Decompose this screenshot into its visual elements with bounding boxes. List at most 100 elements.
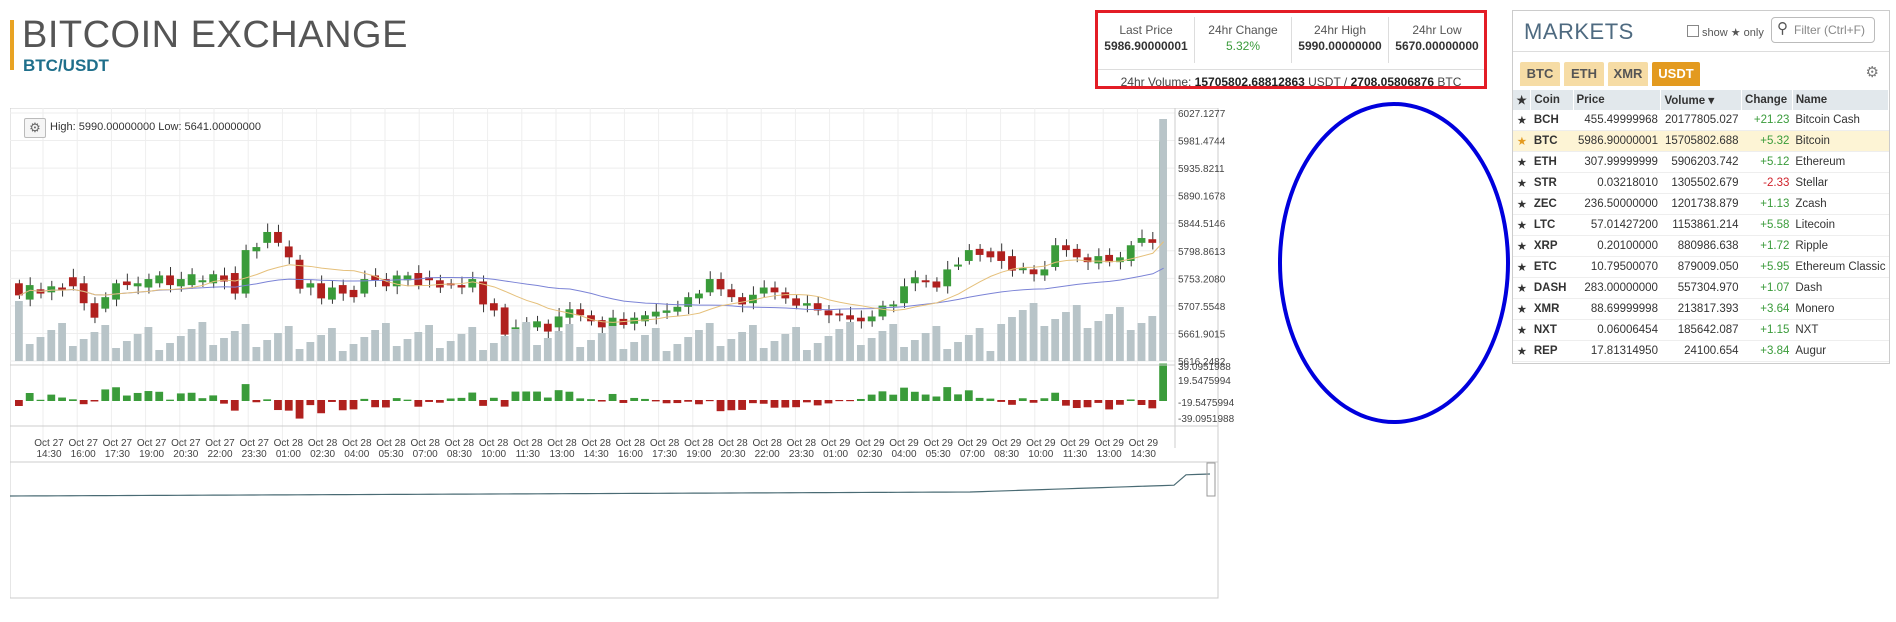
star-icon[interactable]: ★ <box>1513 172 1531 194</box>
star-icon[interactable]: ★ <box>1513 193 1531 215</box>
star-icon[interactable]: ★ <box>1513 214 1531 236</box>
macd-bar <box>252 400 261 403</box>
market-row[interactable]: ★ ETC 10.79500070 879009.050 +5.95 Ethereum C… <box>1513 256 1889 278</box>
ticker-stats-box: Last Price 5986.90000001 24hr Change 5.3… <box>1095 10 1487 89</box>
macd-bar <box>662 400 671 404</box>
macd-bar <box>630 397 639 401</box>
volume-bar <box>479 350 487 361</box>
candle-body <box>1051 245 1060 267</box>
coin-volume: 185642.087 <box>1660 319 1742 341</box>
coin-name: NXT <box>1792 319 1889 341</box>
time-tick-date: Oct 27 <box>103 438 133 449</box>
col-change[interactable]: Change <box>1741 90 1793 110</box>
market-row[interactable]: ★ REP 17.81314950 24100.654 +3.84 Augur <box>1513 340 1889 362</box>
macd-bar <box>1105 400 1114 410</box>
macd-bar <box>856 398 865 401</box>
market-row[interactable]: ★ ZEC 236.50000000 1201738.879 +1.13 Zcash <box>1513 193 1889 215</box>
candle-body <box>112 283 120 300</box>
volume-bar <box>1040 326 1049 361</box>
macd-bar <box>15 400 23 406</box>
time-tick-time: 05:30 <box>378 449 403 460</box>
star-icon[interactable]: ★ <box>1513 130 1531 152</box>
star-icon[interactable]: ★ <box>1513 110 1531 131</box>
market-row[interactable]: ★ XRP 0.20100000 880986.638 +1.72 Ripple <box>1513 235 1889 257</box>
time-tick-date: Oct 28 <box>376 438 406 449</box>
star-icon[interactable]: ★ <box>1513 151 1531 173</box>
star-icon[interactable]: ★ <box>1513 298 1531 320</box>
candle-body <box>338 285 347 294</box>
candle-body <box>543 323 552 332</box>
macd-bar <box>328 400 336 402</box>
time-tick-date: Oct 28 <box>479 438 509 449</box>
time-tick-time: 01:00 <box>276 449 301 460</box>
volume-bar <box>781 334 790 361</box>
macd-bar <box>975 397 984 401</box>
volume-bar <box>997 324 1006 361</box>
time-tick-time: 10:00 <box>481 449 506 460</box>
star-icon[interactable]: ★ <box>1513 319 1531 341</box>
market-row[interactable]: ★ NXT 0.06006454 185642.087 +1.15 NXT <box>1513 319 1889 341</box>
gear-icon[interactable]: ⚙ <box>1865 64 1879 81</box>
market-row[interactable]: ★ XMR 88.69999998 213817.393 +3.64 Monero <box>1513 298 1889 320</box>
market-row[interactable]: ★ STR 0.03218010 1305502.679 -2.33 Stellar <box>1513 172 1889 194</box>
market-row[interactable]: ★ ETH 307.99999999 5906203.742 +5.12 Ethereum <box>1513 151 1889 173</box>
stat-label: 24hr Low <box>1412 23 1462 37</box>
price-chart-panel[interactable]: 6027.1277 5981.4744 5935.8211 5890.1678 5844… <box>10 108 1485 608</box>
col-name[interactable]: Name <box>1792 90 1890 110</box>
price-chart[interactable]: 6027.1277 5981.4744 5935.8211 5890.1678 5844… <box>10 108 1485 608</box>
candle-body <box>878 305 887 317</box>
star-icon[interactable]: ★ <box>1513 256 1531 278</box>
volume-bar <box>187 329 196 361</box>
time-tick-date: Oct 28 <box>787 438 817 449</box>
volume-bar <box>651 328 660 361</box>
col-price[interactable]: Price <box>1573 90 1662 110</box>
volume-usdt: 15705802.68812863 <box>1194 75 1305 89</box>
gear-icon[interactable]: ⚙ <box>24 118 46 138</box>
macd-bar <box>209 395 218 401</box>
stat-value: 5986.90000001 <box>1104 39 1188 53</box>
macd-bar <box>1116 400 1124 405</box>
price-tick-label: 5753.2080 <box>1178 274 1226 285</box>
tab-xmr[interactable]: XMR <box>1608 62 1648 86</box>
stat-value: 5990.00000000 <box>1298 39 1382 53</box>
candle-body <box>403 275 412 281</box>
time-tick-date: Oct 29 <box>958 438 988 449</box>
volume-bar <box>889 324 898 361</box>
star-icon[interactable]: ★ <box>1513 340 1531 362</box>
stat-label: 24hr High <box>1313 23 1367 37</box>
market-row[interactable]: ★ DASH 283.00000000 557304.970 +1.07 Dash <box>1513 277 1889 299</box>
star-icon[interactable]: ★ <box>1513 235 1531 257</box>
checkbox-icon[interactable] <box>1687 25 1699 37</box>
market-row[interactable]: ★ LTC 57.01427200 1153861.214 +5.58 Litecoin <box>1513 214 1889 236</box>
volume-bar <box>608 326 617 361</box>
volume-bar <box>1083 328 1092 361</box>
volume-bar <box>630 342 639 361</box>
col-star[interactable]: ★ <box>1513 90 1532 110</box>
candle-body <box>479 281 487 305</box>
tab-usdt[interactable]: USDT <box>1652 62 1700 86</box>
market-row[interactable]: ★ BCH 455.49999968 20177805.027 +21.23 Bitcoi… <box>1513 110 1889 131</box>
show-starred-toggle[interactable]: show ★ only <box>1687 25 1764 39</box>
tab-btc[interactable]: BTC <box>1520 62 1560 86</box>
star-icon[interactable]: ★ <box>1513 277 1531 299</box>
candle-body <box>813 303 822 311</box>
market-row[interactable]: ★ BTC 5986.90000001 15705802.688 +5.32 Bitcoi… <box>1513 130 1889 152</box>
time-tick-date: Oct 28 <box>684 438 714 449</box>
time-tick-date: Oct 29 <box>821 438 851 449</box>
filter-input[interactable]: ⚲ Filter (Ctrl+F) <box>1771 17 1875 43</box>
candle-body <box>954 264 962 267</box>
candle-body <box>457 285 466 288</box>
title-accent-bar <box>10 20 14 70</box>
time-tick-time: 19:00 <box>139 449 164 460</box>
macd-bar <box>68 399 77 401</box>
col-volume[interactable]: Volume ▾ <box>1660 90 1743 110</box>
tab-eth[interactable]: ETH <box>1564 62 1604 86</box>
col-coin[interactable]: Coin <box>1530 90 1574 110</box>
macd-bar <box>576 398 585 401</box>
coin-symbol: STR <box>1530 172 1573 194</box>
volume-bar <box>511 329 520 361</box>
macd-bar <box>101 389 110 401</box>
volume-bar <box>1018 310 1027 361</box>
volume-bar <box>1159 119 1167 361</box>
volume-bar <box>673 344 682 361</box>
